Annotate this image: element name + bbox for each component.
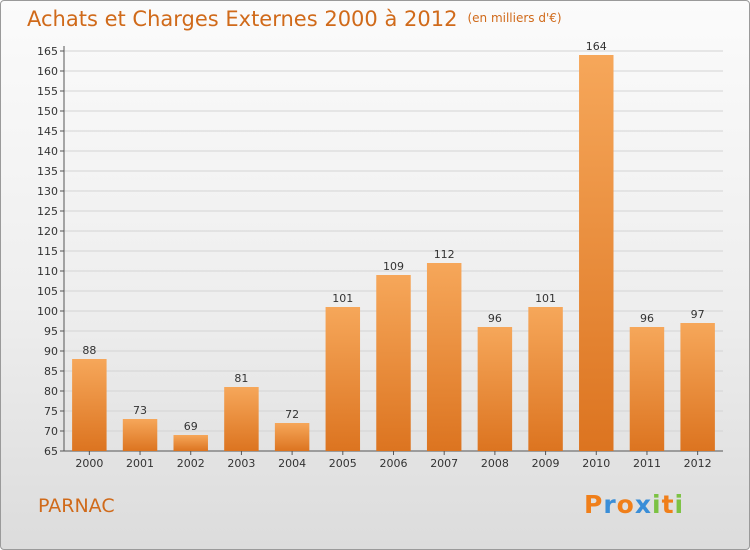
x-tick-label: 2010 [582, 457, 610, 470]
y-tick-label: 85 [44, 365, 58, 378]
logo-letter: i [674, 490, 685, 519]
logo-letter: o [616, 490, 635, 519]
y-tick-label: 115 [37, 245, 58, 258]
y-tick-label: 150 [37, 105, 58, 118]
y-tick-label: 165 [37, 45, 58, 58]
y-tick-label: 95 [44, 325, 58, 338]
y-tick-label: 110 [37, 265, 58, 278]
x-tick-label: 2012 [684, 457, 712, 470]
bar [680, 323, 715, 451]
x-tick-label: 2011 [633, 457, 661, 470]
bar-value-label: 109 [383, 260, 404, 273]
bar-value-label: 96 [640, 312, 654, 325]
x-tick-label: 2009 [532, 457, 560, 470]
x-tick-labels: 2000 2001 2002 2003 2004 2005 2006 2007 2008 2009… [75, 457, 711, 470]
value-labels: 88 73 69 81 72 101 109 112 96 101 164 96 97 [82, 40, 704, 433]
y-tick-label: 130 [37, 185, 58, 198]
bar-value-label: 72 [285, 408, 299, 421]
bar-value-label: 96 [488, 312, 502, 325]
bar-value-label: 69 [184, 420, 198, 433]
y-tick-label: 145 [37, 125, 58, 138]
bar-value-label: 97 [691, 308, 705, 321]
chart-subtitle: (en milliers d'€) [467, 11, 562, 25]
bar [122, 419, 158, 451]
y-tick-label: 70 [44, 425, 58, 438]
logo-letter: i [652, 490, 662, 519]
bar [528, 307, 563, 451]
y-tick-label: 125 [37, 205, 58, 218]
bar [477, 327, 513, 451]
bars [72, 55, 715, 451]
y-tick-label: 105 [37, 285, 58, 298]
x-tick-label: 2004 [278, 457, 306, 470]
y-tick-label: 75 [44, 405, 58, 418]
y-tick-label: 100 [37, 305, 58, 318]
bar-value-label: 88 [82, 344, 96, 357]
x-tick-label: 2008 [481, 457, 509, 470]
y-tick-label: 120 [37, 225, 58, 238]
y-tick-label: 140 [37, 145, 58, 158]
x-tick-label: 2005 [329, 457, 357, 470]
logo-letter: r [603, 490, 617, 519]
bar [72, 359, 107, 451]
bar [173, 435, 208, 451]
bar-value-label: 164 [586, 40, 607, 53]
x-tick-label: 2001 [126, 457, 154, 470]
y-tick-labels: 65 70 75 80 85 90 95 100 105 110 115 120 125 130 135 14… [37, 45, 58, 458]
x-tick-label: 2007 [430, 457, 458, 470]
logo-letter: t [661, 490, 675, 519]
chart-title: Achats et Charges Externes 2000 à 2012 (e… [27, 7, 562, 31]
title-text: Achats et Charges Externes 2000 à 2012 [27, 7, 458, 31]
x-tick-label: 2006 [380, 457, 408, 470]
bar [579, 55, 614, 451]
y-tick-label: 155 [37, 85, 58, 98]
y-tick-label: 80 [44, 385, 58, 398]
bar [376, 275, 411, 451]
proxiti-logo[interactable]: Proxiti [584, 490, 684, 519]
logo-letter: x [634, 490, 652, 519]
bar [274, 423, 310, 451]
commune-name: PARNAC [38, 495, 115, 517]
bar [629, 327, 665, 451]
y-tick-label: 65 [44, 445, 58, 458]
logo-letter: P [584, 490, 604, 519]
bar [224, 387, 259, 451]
bar-value-label: 101 [332, 292, 353, 305]
bar-value-label: 81 [234, 372, 248, 385]
x-tick-label: 2002 [177, 457, 205, 470]
x-tick-label: 2000 [75, 457, 103, 470]
y-tick-label: 90 [44, 345, 58, 358]
bar [325, 307, 361, 451]
y-tick-label: 160 [37, 65, 58, 78]
y-tick-label: 135 [37, 165, 58, 178]
bar-value-label: 112 [434, 248, 455, 261]
bar-value-label: 101 [535, 292, 556, 305]
x-tick-label: 2003 [227, 457, 255, 470]
bar-value-label: 73 [133, 404, 147, 417]
bar [426, 263, 462, 451]
